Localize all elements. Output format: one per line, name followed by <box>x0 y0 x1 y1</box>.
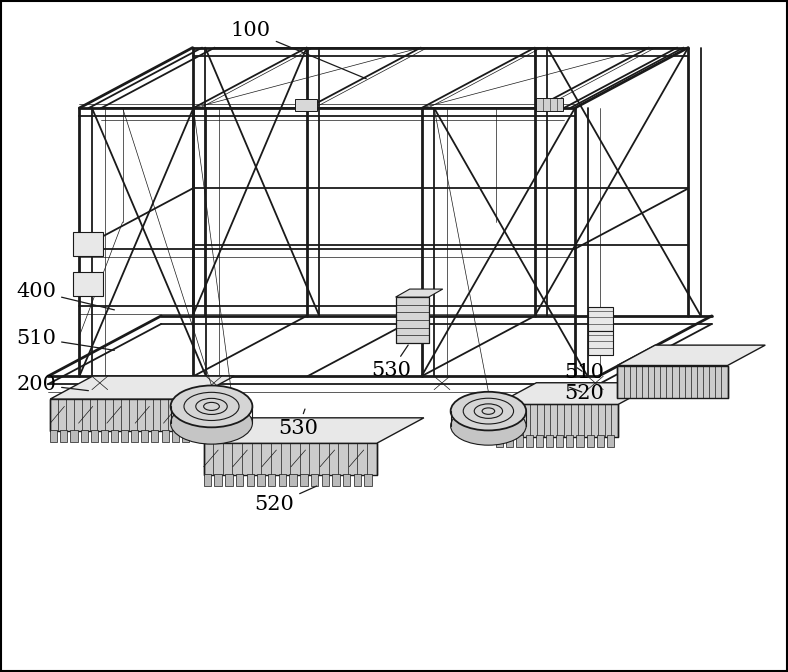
Bar <box>588 331 613 355</box>
Polygon shape <box>310 474 318 487</box>
Bar <box>73 232 103 255</box>
Polygon shape <box>496 383 658 405</box>
Polygon shape <box>236 474 243 487</box>
Polygon shape <box>597 435 604 448</box>
Polygon shape <box>496 435 504 448</box>
Polygon shape <box>141 430 148 442</box>
Text: 530: 530 <box>371 345 411 380</box>
Ellipse shape <box>171 403 252 444</box>
Polygon shape <box>50 376 234 399</box>
Polygon shape <box>268 474 276 487</box>
Polygon shape <box>343 474 351 487</box>
Polygon shape <box>546 435 553 448</box>
Polygon shape <box>279 474 286 487</box>
Text: 510: 510 <box>16 329 114 350</box>
Bar <box>295 99 317 111</box>
Polygon shape <box>526 435 533 448</box>
Text: 510: 510 <box>564 364 604 382</box>
Polygon shape <box>162 430 169 442</box>
Polygon shape <box>61 430 68 442</box>
Bar <box>588 307 613 331</box>
Ellipse shape <box>171 386 252 427</box>
Polygon shape <box>70 430 77 442</box>
Polygon shape <box>101 430 108 442</box>
Polygon shape <box>111 430 118 442</box>
Polygon shape <box>617 345 765 366</box>
Polygon shape <box>567 435 574 448</box>
Text: 100: 100 <box>231 22 366 79</box>
Bar <box>73 272 103 296</box>
Polygon shape <box>50 399 191 431</box>
Polygon shape <box>586 435 593 448</box>
Polygon shape <box>506 435 513 448</box>
Polygon shape <box>257 474 265 487</box>
Polygon shape <box>556 435 563 448</box>
Polygon shape <box>537 435 544 448</box>
Text: 530: 530 <box>278 409 318 438</box>
Ellipse shape <box>451 407 526 445</box>
Polygon shape <box>247 474 254 487</box>
Polygon shape <box>496 405 618 437</box>
Polygon shape <box>214 474 222 487</box>
Bar <box>536 98 563 112</box>
Polygon shape <box>151 430 158 442</box>
Text: 520: 520 <box>564 384 604 403</box>
Polygon shape <box>300 474 307 487</box>
Polygon shape <box>322 474 329 487</box>
Text: 200: 200 <box>16 375 88 394</box>
Polygon shape <box>396 289 443 297</box>
Polygon shape <box>131 430 138 442</box>
Polygon shape <box>50 430 58 442</box>
Text: 520: 520 <box>255 486 317 515</box>
Polygon shape <box>607 435 614 448</box>
Polygon shape <box>121 430 128 442</box>
Polygon shape <box>364 474 372 487</box>
Polygon shape <box>289 474 297 487</box>
Polygon shape <box>354 474 361 487</box>
Polygon shape <box>516 435 523 448</box>
Polygon shape <box>577 435 584 448</box>
Polygon shape <box>203 444 377 476</box>
Polygon shape <box>617 366 727 398</box>
Text: 400: 400 <box>16 282 114 310</box>
Polygon shape <box>172 430 179 442</box>
Polygon shape <box>91 430 98 442</box>
Polygon shape <box>80 430 87 442</box>
Ellipse shape <box>451 392 526 431</box>
Bar <box>396 297 429 343</box>
Polygon shape <box>182 430 189 442</box>
Polygon shape <box>203 474 211 487</box>
Polygon shape <box>225 474 232 487</box>
Polygon shape <box>203 418 424 444</box>
Polygon shape <box>333 474 340 487</box>
